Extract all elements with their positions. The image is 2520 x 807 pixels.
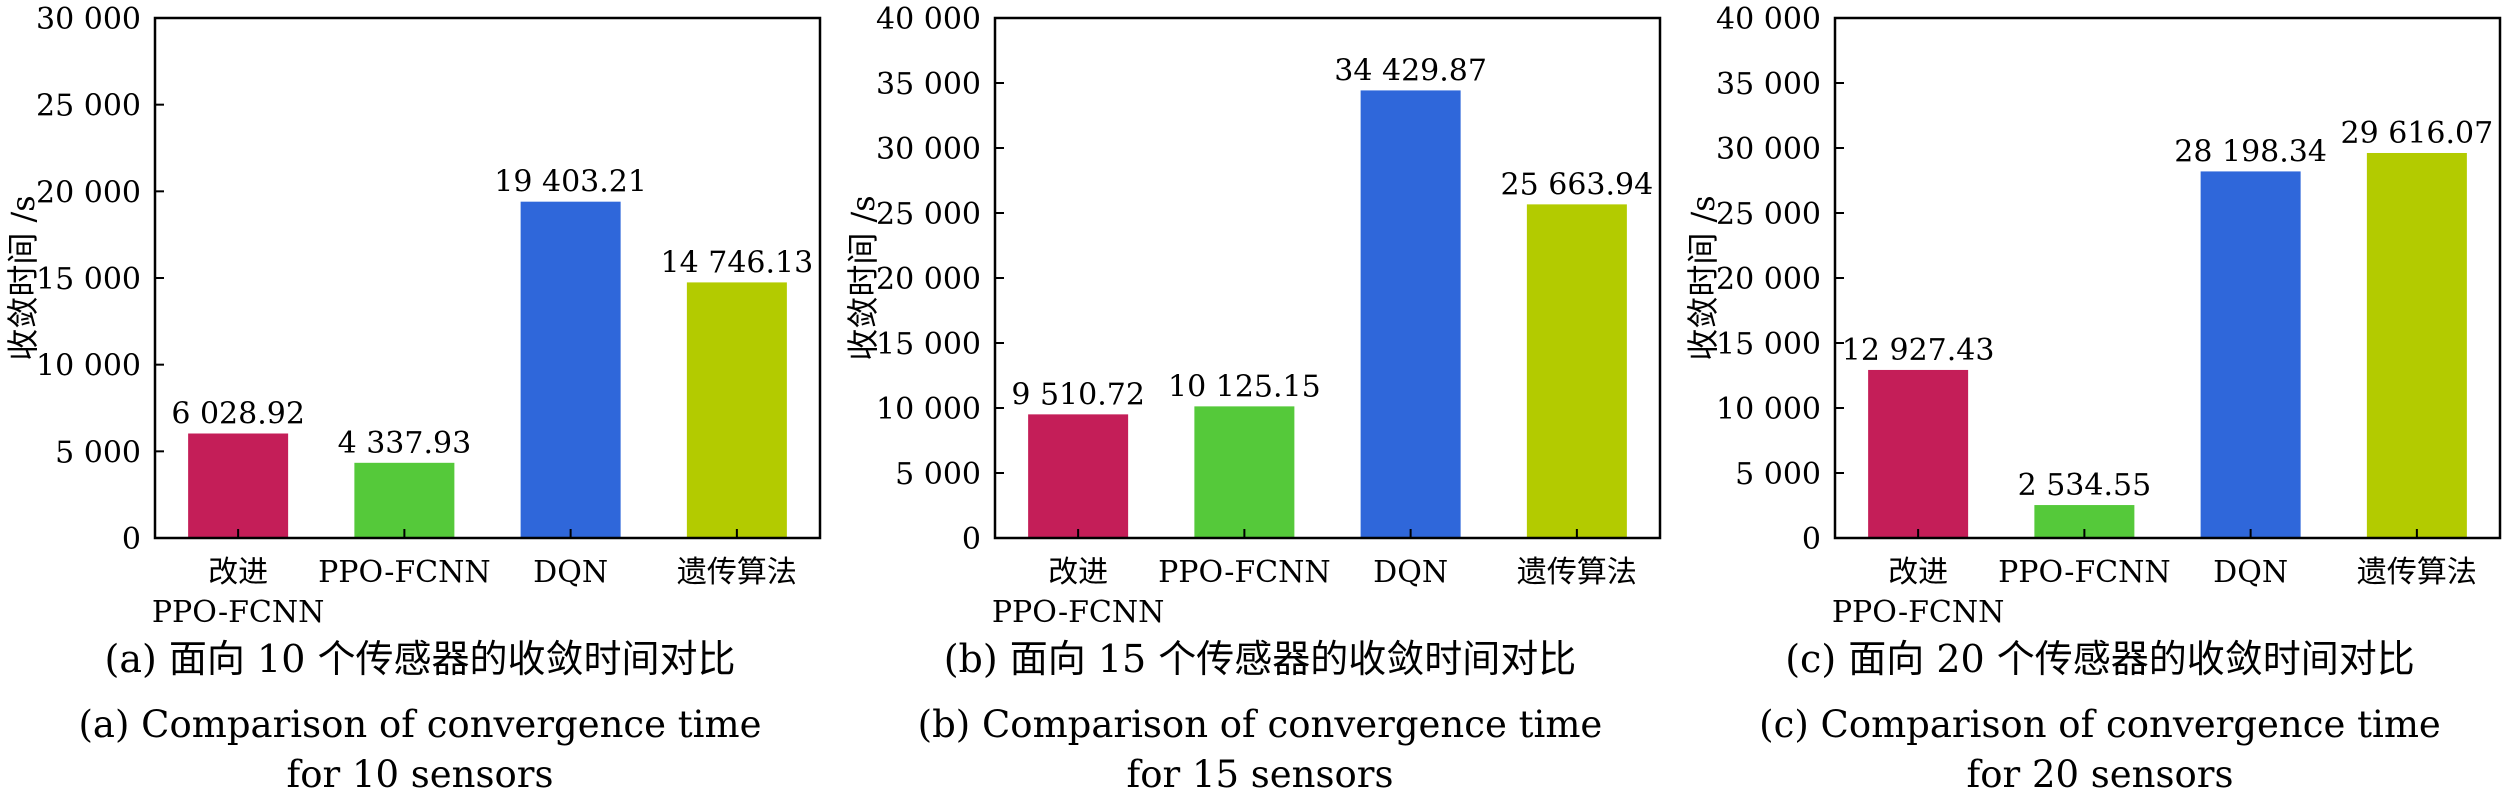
y-tick-label: 10 000 [36, 349, 141, 384]
y-axis-label: 收敛时间 /s [844, 195, 882, 360]
category-label: DQN [533, 555, 608, 590]
plot-frame [1833, 16, 2502, 540]
y-tick-label: 10 000 [1716, 392, 1821, 427]
category-label: PPO-FCNN [1158, 555, 1330, 590]
y-tick-label: 5 000 [895, 457, 981, 492]
y-tick-label: 40 000 [876, 2, 981, 37]
caption-en-a-line2: for 10 sensors [286, 753, 554, 796]
y-tick-label: 20 000 [1716, 262, 1821, 297]
caption-zh-b: (b) 面向 15 个传感器的收敛时间对比 [943, 637, 1577, 681]
chart-panel-c: 0 5 000 10 000 15 000 20 000 25 000 30 000 35 0… [1680, 0, 2520, 807]
category-label: 改进 PPO-FCNN [992, 555, 1164, 630]
caption-zh-c: (c) 面向 20 个传感器的收敛时间对比 [1785, 637, 2415, 681]
bar [2366, 152, 2467, 538]
bar-value-label: 28 198.34 [2174, 134, 2327, 169]
chart-panel-a: 0 5 000 10 000 15 000 20 000 25 000 30 000 6 02… [0, 0, 840, 807]
y-tick-label: 40 000 [1716, 2, 1821, 37]
bar [2200, 171, 2301, 539]
category-label: 改进 PPO-FCNN [1832, 555, 2004, 630]
y-tick-label: 0 [962, 522, 981, 557]
bar [686, 282, 787, 538]
y-tick-label: 0 [122, 522, 141, 557]
bar [520, 201, 621, 539]
category-label: 遗传算法 [677, 555, 797, 590]
category-label: PPO-FCNN [318, 555, 490, 590]
caption-en-c-line1: (c) Comparison of convergence time [1759, 703, 2441, 746]
caption-en-b-line1: (b) Comparison of convergence time [917, 703, 1603, 746]
y-axis-label: 收敛时间 /s [1684, 195, 1722, 360]
y-axis-label: 收敛时间 /s [4, 195, 42, 360]
y-tick-label: 20 000 [36, 175, 141, 210]
plot-frame [153, 16, 822, 540]
bar-value-label: 29 616.07 [2341, 116, 2494, 151]
y-tick-label: 30 000 [876, 132, 981, 167]
bar-value-label: 4 337.93 [338, 426, 472, 461]
y-tick-label: 25 000 [36, 89, 141, 124]
y-tick-label: 30 000 [36, 2, 141, 37]
category-label: DQN [2213, 555, 2288, 590]
plot-frame [993, 16, 1662, 540]
category-label: 改进 PPO-FCNN [152, 555, 324, 630]
y-tick-label: 10 000 [876, 392, 981, 427]
caption-en-b-line2: for 15 sensors [1126, 753, 1394, 796]
caption-zh-a: (a) 面向 10 个传感器的收敛时间对比 [104, 637, 736, 681]
y-tick-label: 15 000 [1716, 327, 1821, 362]
bar-chart-a: 0 5 000 10 000 15 000 20 000 25 000 30 000 6 02… [4, 2, 822, 630]
y-tick-label: 20 000 [876, 262, 981, 297]
y-tick-label: 30 000 [1716, 132, 1821, 167]
category-label: 遗传算法 [1517, 555, 1637, 590]
bar-value-label: 14 746.13 [661, 245, 814, 280]
y-tick-label: 0 [1802, 522, 1821, 557]
category-label: 遗传算法 [2357, 555, 2477, 590]
category-label: PPO-FCNN [1998, 555, 2170, 590]
bar-value-label: 9 510.72 [1011, 377, 1145, 412]
y-tick-label: 5 000 [55, 435, 141, 470]
bar-value-label: 25 663.94 [1501, 167, 1654, 202]
caption-en-a-line1: (a) Comparison of convergence time [78, 703, 762, 746]
bar-value-label: 12 927.43 [1842, 333, 1995, 368]
bar-value-label: 10 125.15 [1168, 369, 1321, 404]
bar-chart-b: 0 5 000 10 000 15 000 20 000 25 000 30 000 35 0… [844, 2, 1662, 630]
y-tick-label: 15 000 [876, 327, 981, 362]
bar [1868, 369, 1969, 538]
bar [1028, 414, 1129, 538]
bar [188, 433, 289, 538]
bar-chart-c: 0 5 000 10 000 15 000 20 000 25 000 30 000 35 0… [1684, 2, 2502, 630]
y-tick-label: 5 000 [1735, 457, 1821, 492]
y-tick-label: 35 000 [1716, 67, 1821, 102]
bar-value-label: 2 534.55 [2018, 468, 2152, 503]
bar [1194, 406, 1295, 538]
bar [1526, 204, 1627, 538]
caption-en-c-line2: for 20 sensors [1966, 753, 2234, 796]
bar [1360, 90, 1461, 539]
y-tick-label: 15 000 [36, 262, 141, 297]
chart-panel-b: 0 5 000 10 000 15 000 20 000 25 000 30 000 35 0… [840, 0, 1680, 807]
bar-value-label: 34 429.87 [1334, 53, 1487, 88]
y-tick-label: 25 000 [1716, 197, 1821, 232]
y-tick-label: 35 000 [876, 67, 981, 102]
y-tick-label: 25 000 [876, 197, 981, 232]
category-label: DQN [1373, 555, 1448, 590]
bar [354, 462, 455, 538]
bar-value-label: 6 028.92 [171, 396, 305, 431]
bar-value-label: 19 403.21 [494, 165, 647, 200]
